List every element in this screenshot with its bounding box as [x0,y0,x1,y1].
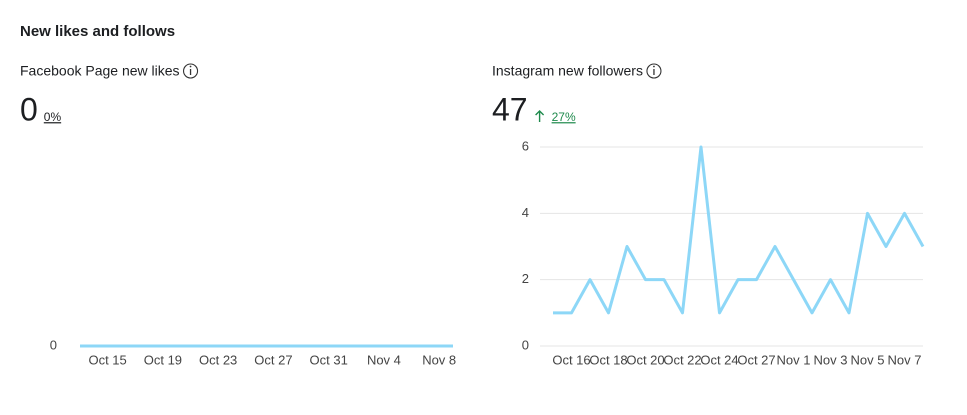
total-value: 47 [492,91,528,127]
up-arrow [535,110,545,122]
x-tick-label: Nov 8 [422,352,456,367]
y-tick-label: 2 [522,271,529,286]
chart-title: Facebook Page new likes [20,63,180,79]
chart-title: Instagram new followers [492,63,643,79]
x-tick-label: Oct 27 [254,352,292,367]
total-value: 0 [20,91,38,127]
y-tick-label: 6 [522,138,529,153]
x-tick-label: Oct 19 [144,352,182,367]
y-tick-label: 0 [50,337,57,352]
x-tick-label: Oct 24 [700,352,738,367]
x-tick-label: Oct 18 [589,352,627,367]
x-tick-label: Oct 15 [88,352,126,367]
y-tick-label: 4 [522,205,529,220]
x-tick-label: Nov 5 [851,352,885,367]
x-tick-label: Oct 16 [552,352,590,367]
y-tick-label: 0 [522,337,529,352]
info-icon[interactable] [646,63,662,79]
change-value[interactable]: 0% [44,110,62,124]
x-tick-label: Nov 1 [777,352,811,367]
data-line [553,145,925,315]
x-tick-label: Nov 4 [367,352,401,367]
x-tick-label: Oct 27 [737,352,775,367]
x-tick-label: Oct 22 [663,352,701,367]
section-title: New likes and follows [20,23,175,40]
x-tick-label: Oct 31 [310,352,348,367]
change-value[interactable]: 27% [552,110,576,124]
x-tick-label: Oct 20 [626,352,664,367]
x-tick-label: Nov 3 [814,352,848,367]
x-tick-label: Nov 7 [888,352,922,367]
x-tick-label: Oct 23 [199,352,237,367]
info-icon[interactable] [182,63,199,79]
